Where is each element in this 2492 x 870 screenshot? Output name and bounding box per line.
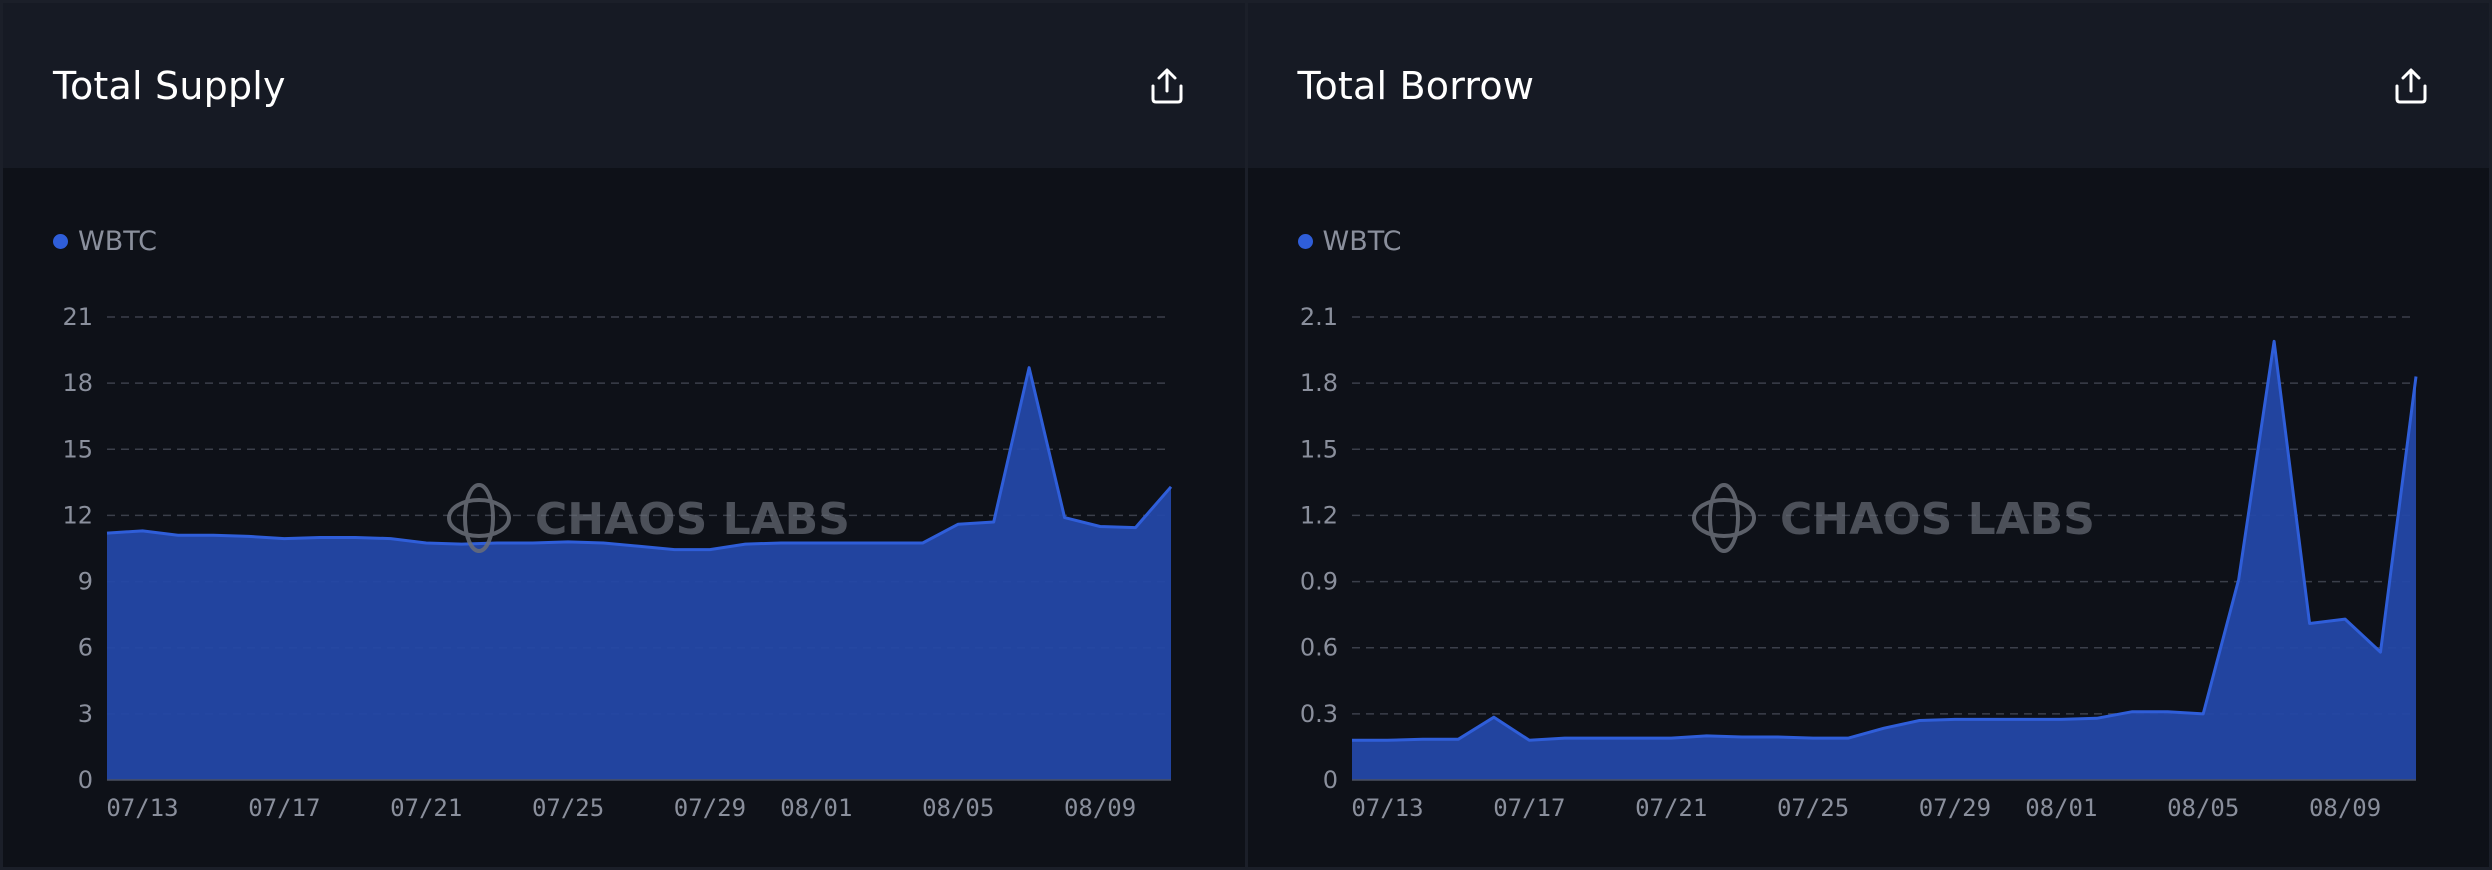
legend-label: WBTC [1322,226,1402,257]
panel-header: Total Supply [3,3,1245,168]
export-icon [1151,68,1182,103]
x-tick-label: 07/21 [1635,794,1707,822]
x-tick-label: 07/25 [532,794,604,822]
legend-swatch [1297,234,1313,249]
y-tick-label: 0 [1322,766,1337,794]
watermark-text: CHAOS LABS [535,494,850,545]
x-tick-label: 08/09 [1064,794,1136,822]
x-tick-label: 07/21 [390,794,462,822]
y-tick-label: 0.9 [1299,568,1337,596]
y-tick-label: 3 [78,700,93,728]
legend-label: WBTC [78,226,157,257]
series-area-wbtc [107,367,1171,780]
total-supply-chart: 0 3 6 9 12 15 18 21 07/13 07/17 07/21 07/25 07/29 08/… [62,303,1173,822]
y-tick-label: 0 [78,766,93,794]
legend: WBTC [1297,226,1402,257]
x-tick-label: 07/17 [1493,794,1565,822]
y-tick-label: 1.8 [1299,369,1337,397]
export-icon [2395,68,2427,103]
chaos-labs-watermark: CHAOS LABS [1691,483,2095,553]
y-tick-label: 6 [78,634,93,662]
x-tick-label: 07/29 [1918,794,1990,822]
x-tick-label: 07/25 [1776,794,1848,822]
series-area-wbtc [1351,341,2416,780]
x-tick-label: 08/01 [780,794,852,822]
y-tick-label: 2.1 [1299,303,1337,331]
panel-title: Total Borrow [1297,63,1535,108]
chaos-labs-watermark: CHAOS LABS [447,483,850,553]
y-tick-label: 0.3 [1299,700,1337,728]
export-button[interactable] [1139,58,1195,114]
total-borrow-chart: 0 0.3 0.6 0.9 1.2 1.5 1.8 2.1 07/13 07/17 07/21 07/… [1299,303,2417,822]
total-supply-panel: Total Supply WBTC 0 3 6 9 12 15 18 21 07/13 07/17… [3,3,1245,867]
x-tick-label: 08/01 [2025,794,2097,822]
x-tick-label: 08/05 [2167,794,2239,822]
logo-ring-icon [463,483,495,553]
y-tick-label: 1.2 [1299,501,1337,529]
panel-title: Total Supply [53,63,286,108]
logo-ring-icon [447,498,511,538]
y-tick-label: 21 [62,303,93,331]
y-tick-label: 1.5 [1299,435,1337,463]
watermark-text: CHAOS LABS [1780,494,2095,545]
panel-header: Total Borrow [1247,3,2489,168]
series-line-wbtc [106,366,1173,552]
x-tick-label: 08/09 [2308,794,2380,822]
total-borrow-panel: Total Borrow WBTC 0 0.3 0.6 0.9 1.2 1.5 1.8 2.1… [1247,3,2490,867]
x-tick-label: 07/29 [674,794,746,822]
chart-area: WBTC 0 0.3 0.6 0.9 1.2 1.5 1.8 2.1 07/13 07/17 07/… [1248,168,2490,867]
x-tick-label: 07/13 [106,794,178,822]
logo-ring-icon [1707,483,1740,553]
y-tick-label: 15 [62,435,93,463]
x-tick-label: 07/17 [248,794,320,822]
x-tick-label: 08/05 [922,794,994,822]
y-tick-label: 12 [62,501,93,529]
y-tick-label: 18 [62,369,93,397]
export-button[interactable] [2383,58,2439,114]
chart-area: WBTC 0 3 6 9 12 15 18 21 07/13 07/17 07/21 07/25 07/… [3,168,1245,867]
series-line-wbtc [1351,339,2417,742]
y-tick-label: 0.6 [1299,634,1337,662]
y-tick-label: 9 [78,568,93,596]
logo-ring-icon [1691,498,1756,538]
legend: WBTC [53,226,157,257]
x-tick-label: 07/13 [1351,794,1423,822]
legend-swatch [53,234,68,249]
